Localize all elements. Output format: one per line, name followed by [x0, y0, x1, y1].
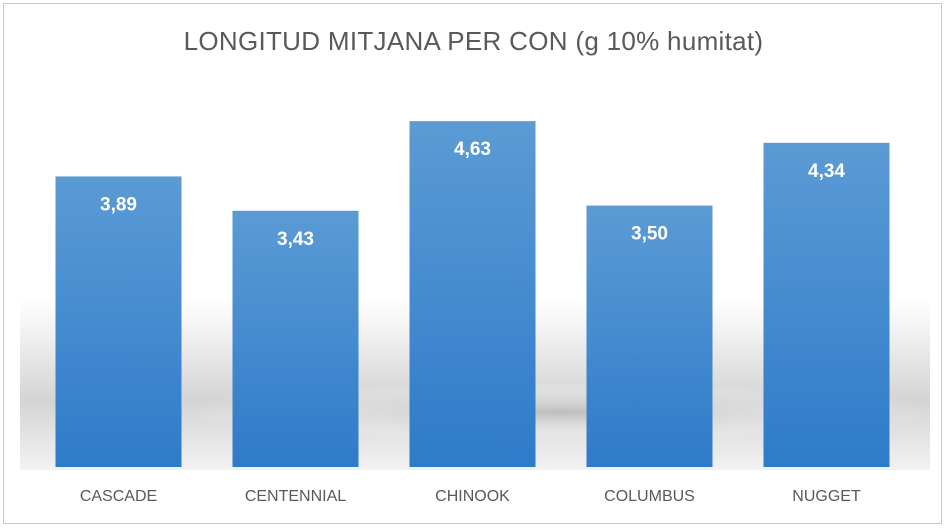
bar-chinook — [409, 121, 536, 467]
data-label-centennial: 3,43 — [277, 229, 314, 250]
data-label-nugget: 4,34 — [808, 161, 845, 182]
data-label-columbus: 3,50 — [631, 224, 668, 245]
bar-cascade — [55, 176, 182, 468]
floor-shadow — [180, 382, 940, 442]
bar-columbus — [586, 205, 713, 468]
bar-nugget — [763, 142, 890, 467]
chart-title: LONGITUD MITJANA PER CON (g 10% humitat) — [183, 26, 764, 56]
bar-centennial — [232, 210, 359, 468]
category-label-columbus: COLUMBUS — [604, 488, 695, 505]
category-label-nugget: NUGGET — [792, 488, 861, 505]
category-label-cascade: CASCADE — [80, 488, 157, 505]
category-label-chinook: CHINOOK — [435, 488, 510, 505]
category-label-centennial: CENTENNIAL — [245, 488, 346, 505]
data-label-cascade: 3,89 — [100, 194, 137, 215]
data-label-chinook: 4,63 — [454, 139, 491, 160]
